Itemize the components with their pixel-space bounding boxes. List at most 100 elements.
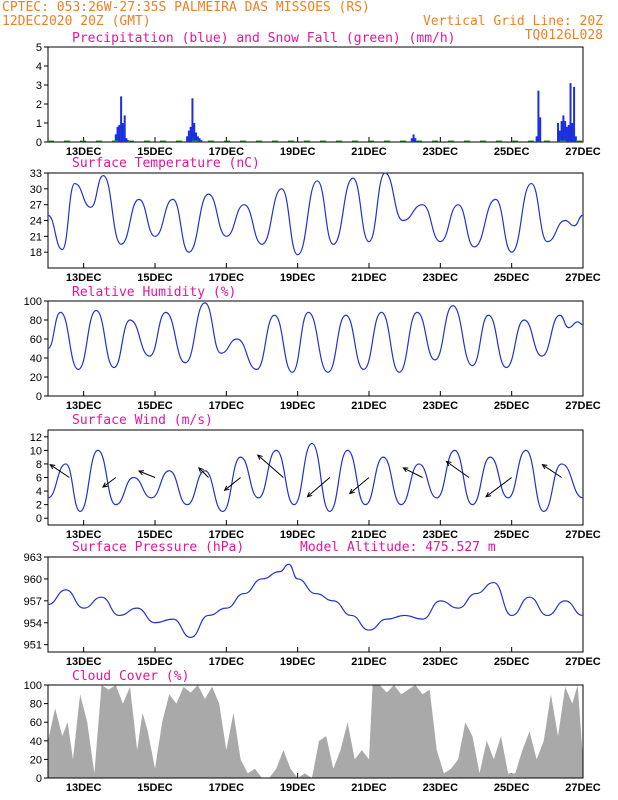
pressure-ytick-label: 954 <box>24 618 42 630</box>
precip-bar <box>198 138 201 142</box>
wind-ytick-label: 2 <box>36 500 42 512</box>
humidity-panel: 0 20 40 60 80 100 13DEC 15DEC 17DEC 19DEC 21DEC 23D… <box>24 296 601 412</box>
humidity-xtick-label: 13DEC <box>66 400 102 412</box>
humidity-ytick-label: 60 <box>30 334 42 346</box>
humidity-ytick-label: 100 <box>24 296 42 308</box>
temperature-title: Surface Temperature (nC) <box>72 156 260 171</box>
temperature-xtick-label: 15DEC <box>137 272 173 284</box>
precip-bar <box>125 138 128 142</box>
precip-bar <box>537 90 540 142</box>
pressure-title: Surface Pressure (hPa) <box>72 540 244 555</box>
temperature-panel: 18 21 24 27 30 33 13DEC 15DEC 17DEC 19DEC 21DEC 23D… <box>30 168 601 284</box>
wind-ytick-label: 8 <box>36 459 42 471</box>
precip-bar <box>195 132 198 142</box>
wind-arrow-shaft <box>198 467 209 478</box>
wind-ytick-label: 0 <box>36 513 42 525</box>
wind-xtick-label: 13DEC <box>66 529 102 541</box>
pressure-xtick-label: 27DEC <box>565 656 601 668</box>
precip-xtick-label: 27DEC <box>565 146 601 158</box>
temperature-xtick-label: 27DEC <box>565 272 601 284</box>
cloud-xtick-label: 27DEC <box>565 782 601 794</box>
cloud-xtick-label: 15DEC <box>137 782 173 794</box>
wind-arrow <box>445 460 470 478</box>
wind-arrow-shaft <box>542 464 562 478</box>
precip-ytick-label: 5 <box>36 42 42 54</box>
wind-arrow-head <box>306 491 313 498</box>
wind-arrow-head <box>256 454 263 460</box>
wind-arrow <box>485 477 512 498</box>
wind-arrow <box>306 477 331 498</box>
wind-arrow-shaft <box>49 464 70 478</box>
temperature-ytick-label: 27 <box>30 200 42 212</box>
wind-ytick-label: 4 <box>36 486 42 498</box>
pressure-panel: 951 954 957 960 963 13DEC 15DEC 17DEC 19DEC 21DEC… <box>24 552 601 668</box>
precip-ytick-label: 2 <box>36 99 42 111</box>
temperature-xtick-label: 21DEC <box>351 272 387 284</box>
precip-bar <box>187 130 190 142</box>
wind-arrow-head <box>137 470 145 476</box>
header-station: CPTEC: 053:26W-27:35S PALMEIRA DAS MISSO… <box>2 0 370 15</box>
wind-arrow-head <box>541 464 548 470</box>
precip-bar <box>186 136 189 142</box>
precip-ytick-label: 4 <box>36 61 42 73</box>
wind-arrow <box>256 454 284 478</box>
wind-arrow-shaft <box>224 477 241 491</box>
cloud-xtick-label: 25DEC <box>494 782 530 794</box>
precip-bar <box>410 138 413 142</box>
precip-bar <box>562 115 565 142</box>
cloud-ytick-label: 20 <box>30 754 42 766</box>
cloud-xtick-label: 17DEC <box>209 782 245 794</box>
precip-bar <box>573 86 576 142</box>
pressure-frame <box>47 556 584 653</box>
cloud-ytick-label: 80 <box>30 699 42 711</box>
cloud-area <box>48 685 583 778</box>
precip-panel: 0 1 2 3 4 5 13DEC 15DEC 17DEC 19DEC 21DEC 23DEC 25DE… <box>36 42 601 158</box>
precip-bar <box>535 136 538 142</box>
humidity-title: Relative Humidity (%) <box>72 285 236 300</box>
precip-xtick-label: 13DEC <box>66 146 102 158</box>
wind-arrow-shaft <box>102 477 117 488</box>
precip-title: Precipitation (blue) and Snow Fall (gree… <box>72 31 456 46</box>
precip-xtick-label: 25DEC <box>494 146 530 158</box>
wind-ytick-label: 6 <box>36 473 42 485</box>
wind-arrow-shaft <box>485 477 512 498</box>
cloud-panel: 0 20 40 60 80 100 13DEC 15DEC 17DEC 19DEC 21DEC 23D… <box>24 680 601 794</box>
wind-xtick-label: 19DEC <box>280 529 316 541</box>
wind-arrow-head <box>198 467 204 473</box>
precip-bar <box>189 126 192 142</box>
wind-arrow-shaft <box>349 477 370 494</box>
precip-bar <box>557 123 560 142</box>
wind-arrow <box>49 464 70 478</box>
humidity-xtick-label: 23DEC <box>423 400 459 412</box>
temperature-xtick-label: 23DEC <box>423 272 459 284</box>
humidity-ytick-label: 80 <box>30 315 42 327</box>
cloud-ytick-label: 100 <box>24 680 42 692</box>
precip-ytick-label: 3 <box>36 80 42 92</box>
pressure-xtick-label: 21DEC <box>351 656 387 668</box>
precip-bar <box>571 123 574 142</box>
wind-arrow-head <box>223 485 230 492</box>
precip-bar <box>539 117 542 142</box>
pressure-ytick-label: 960 <box>24 574 42 586</box>
wind-xtick-label: 25DEC <box>494 529 530 541</box>
pressure-ytick-label: 957 <box>24 596 42 608</box>
wind-arrow <box>137 470 156 478</box>
temperature-xtick-label: 25DEC <box>494 272 530 284</box>
wind-arrow-head <box>445 460 452 467</box>
pressure-model-altitude: Model Altitude: 475.527 m <box>300 540 496 555</box>
wind-series-line <box>47 442 584 513</box>
temperature-xtick-label: 13DEC <box>66 272 102 284</box>
precip-bar <box>558 130 561 142</box>
humidity-ytick-label: 20 <box>30 372 42 384</box>
precip-bar <box>120 96 123 142</box>
wind-arrow-shaft <box>403 467 423 478</box>
humidity-ytick-label: 40 <box>30 353 42 365</box>
precip-ytick-label: 1 <box>36 118 42 130</box>
wind-arrow <box>198 467 209 478</box>
humidity-frame <box>47 300 584 397</box>
humidity-xtick-label: 15DEC <box>137 400 173 412</box>
wind-frame <box>47 429 584 526</box>
wind-arrow-head <box>485 492 492 498</box>
